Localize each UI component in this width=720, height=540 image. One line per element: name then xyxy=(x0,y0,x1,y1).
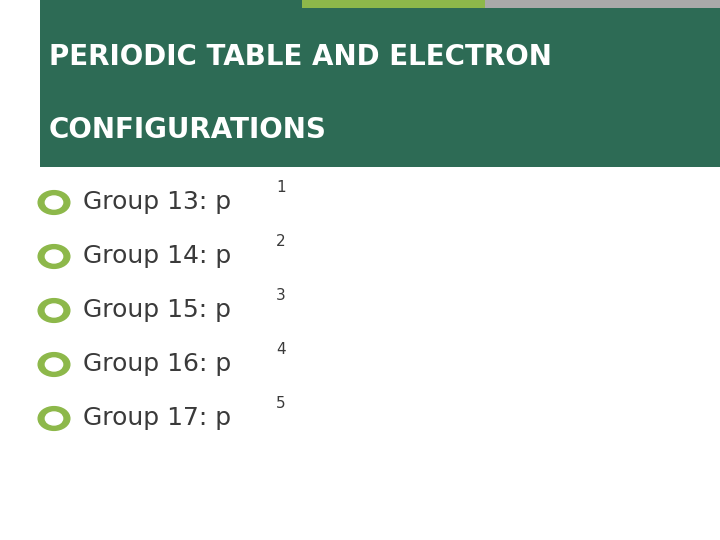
Circle shape xyxy=(38,353,70,376)
FancyBboxPatch shape xyxy=(485,0,720,8)
Circle shape xyxy=(45,412,63,425)
Circle shape xyxy=(45,196,63,209)
Text: Group 17: p: Group 17: p xyxy=(83,407,231,430)
Text: 1: 1 xyxy=(276,180,286,195)
Text: 3: 3 xyxy=(276,288,286,303)
Text: Group 14: p: Group 14: p xyxy=(83,245,231,268)
FancyBboxPatch shape xyxy=(40,8,720,167)
Circle shape xyxy=(38,407,70,430)
Text: 4: 4 xyxy=(276,342,286,357)
Circle shape xyxy=(45,250,63,263)
Text: PERIODIC TABLE AND ELECTRON: PERIODIC TABLE AND ELECTRON xyxy=(49,43,552,71)
Text: CONFIGURATIONS: CONFIGURATIONS xyxy=(49,116,327,144)
Circle shape xyxy=(45,304,63,317)
Text: Group 16: p: Group 16: p xyxy=(83,353,231,376)
FancyBboxPatch shape xyxy=(302,0,485,8)
Text: Group 15: p: Group 15: p xyxy=(83,299,231,322)
Circle shape xyxy=(38,191,70,214)
Circle shape xyxy=(38,299,70,322)
Text: Group 13: p: Group 13: p xyxy=(83,191,231,214)
Text: 5: 5 xyxy=(276,396,286,411)
Circle shape xyxy=(38,245,70,268)
FancyBboxPatch shape xyxy=(40,0,302,8)
Text: 2: 2 xyxy=(276,234,286,249)
Circle shape xyxy=(45,358,63,371)
